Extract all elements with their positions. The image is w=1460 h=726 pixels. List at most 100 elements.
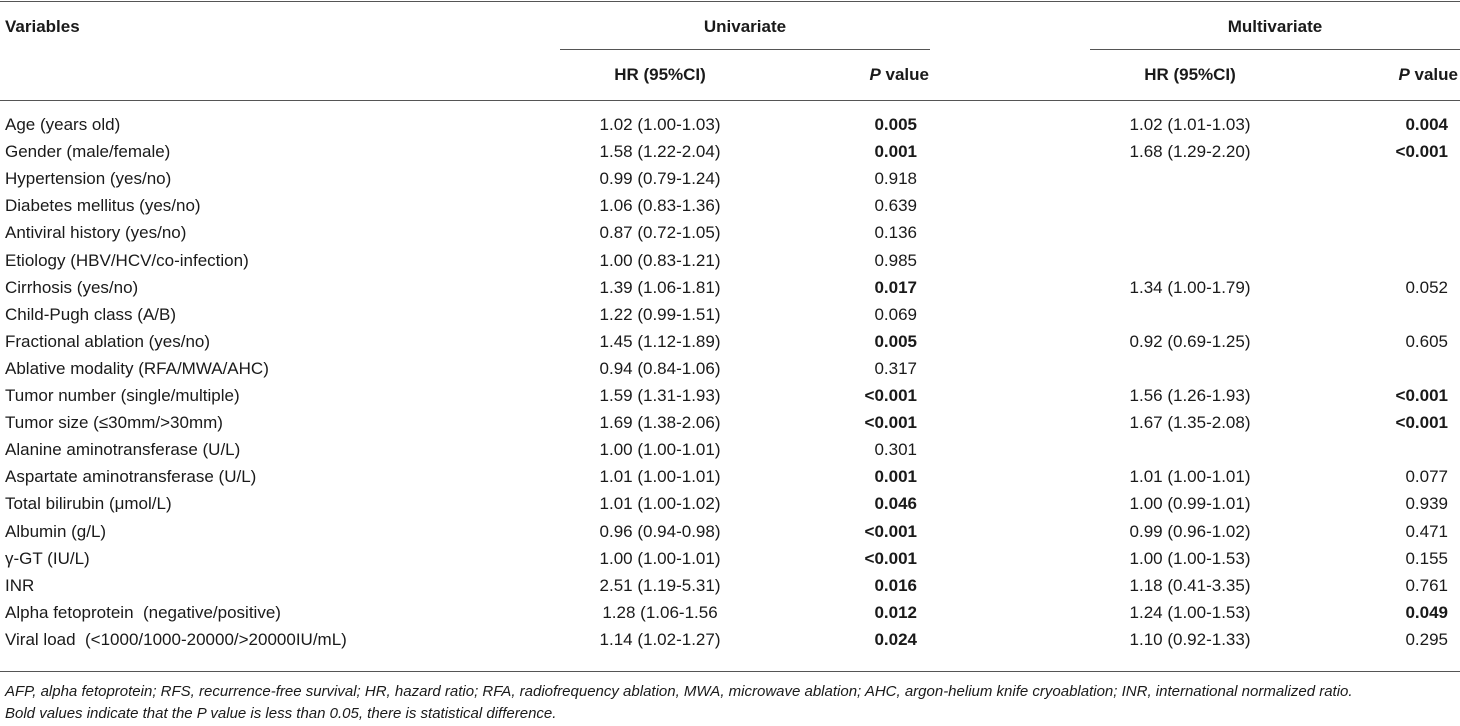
header-univariate-hr: HR (95%CI) [614,65,706,84]
univariate-p-cell: 0.001 [874,142,917,162]
univariate-hr-cell: 1.28 (1.06-1.56 [602,602,718,622]
multivariate-group-rule [1090,49,1460,50]
variable-cell: Diabetes mellitus (yes/no) [5,196,201,216]
univariate-p-cell: 0.301 [874,440,917,460]
multivariate-p-cell: 0.049 [1405,602,1448,622]
variable-cell: Albumin (g/L) [5,521,107,541]
variable-cell: Fractional ablation (yes/no) [5,331,211,351]
table-row: Tumor number (single/multiple) 1.59 (1.31… [0,383,1460,410]
univariate-p-cell: 0.012 [874,602,917,622]
variable-cell: Etiology (HBV/HCV/co-infection) [5,250,249,270]
univariate-hr-cell: 0.94 (0.84-1.06) [599,358,721,378]
multivariate-p-cell: <0.001 [1395,413,1448,433]
univariate-p-cell: 0.017 [874,277,917,297]
table-row: Antiviral history (yes/no) 0.87 (0.72-1.0… [0,220,1460,247]
table-row: INR 2.51 (1.19-5.31) 0.016 1.18 (0.41-3.35)… [0,573,1460,600]
multivariate-hr-cell: 1.00 (0.99-1.01) [1129,494,1251,514]
univariate-hr-cell: 0.87 (0.72-1.05) [599,223,721,243]
variable-cell: Gender (male/female) [5,142,171,162]
table-row: Fractional ablation (yes/no) 1.45 (1.12-1… [0,329,1460,356]
univariate-p-cell: <0.001 [864,413,917,433]
multivariate-hr-cell: 1.18 (0.41-3.35) [1129,575,1251,595]
multivariate-p-cell: 0.471 [1405,521,1448,541]
multivariate-p-cell: 0.761 [1405,575,1448,595]
header-multivariate-p-value: P value [1398,64,1458,86]
univariate-hr-cell: 1.06 (0.83-1.36) [599,196,721,216]
variable-cell: Alpha fetoprotein (negative/positive) [5,602,281,622]
multivariate-hr-cell: 1.01 (1.00-1.01) [1129,467,1251,487]
variable-cell: Child-Pugh class (A/B) [5,304,177,324]
table-row: Total bilirubin (μmol/L) 1.01 (1.00-1.02)… [0,491,1460,518]
univariate-p-cell: <0.001 [864,548,917,568]
table-row: Albumin (g/L) 0.96 (0.94-0.98) <0.001 0.99 … [0,519,1460,546]
univariate-hr-cell: 0.96 (0.94-0.98) [599,521,721,541]
multivariate-p-cell: 0.605 [1405,331,1448,351]
table-row: Alpha fetoprotein (negative/positive) 1.2… [0,600,1460,627]
multivariate-p-cell: <0.001 [1395,142,1448,162]
univariate-hr-cell: 2.51 (1.19-5.31) [599,575,721,595]
variable-cell: Tumor size (≤30mm/>30mm) [5,413,223,433]
univariate-hr-cell: 1.00 (1.00-1.01) [599,440,721,460]
univariate-p-cell: 0.136 [874,223,917,243]
variable-cell: Hypertension (yes/no) [5,169,172,189]
table-row: Cirrhosis (yes/no) 1.39 (1.06-1.81) 0.017 1… [0,275,1460,302]
multivariate-hr-cell: 1.00 (1.00-1.53) [1129,548,1251,568]
univariate-hr-cell: 1.58 (1.22-2.04) [599,142,721,162]
univariate-hr-cell: 1.01 (1.00-1.02) [599,494,721,514]
univariate-hr-cell: 0.99 (0.79-1.24) [599,169,721,189]
header-variables: Variables [5,17,80,36]
multivariate-hr-cell: 1.10 (0.92-1.33) [1129,629,1251,649]
variable-cell: INR [5,575,35,595]
univariate-group-rule [560,49,930,50]
table-bottom-rule [0,671,1460,672]
univariate-p-cell: 0.985 [874,250,917,270]
variable-cell: Aspartate aminotransferase (U/L) [5,467,257,487]
header-p-letter: P [1398,65,1410,84]
variable-cell: Antiviral history (yes/no) [5,223,187,243]
table-row: γ-GT (IU/L) 1.00 (1.00-1.01) <0.001 1.00 (1… [0,546,1460,573]
multivariate-p-cell: 0.939 [1405,494,1448,514]
univariate-p-cell: 0.918 [874,169,917,189]
multivariate-p-cell: 0.004 [1405,115,1448,134]
multivariate-hr-cell: 0.92 (0.69-1.25) [1129,331,1251,351]
multivariate-hr-cell: 1.24 (1.00-1.53) [1129,602,1251,622]
multivariate-hr-cell: 1.67 (1.35-2.08) [1129,413,1251,433]
table-row: Tumor size (≤30mm/>30mm) 1.69 (1.38-2.06)… [0,410,1460,437]
table-row: Ablative modality (RFA/MWA/AHC) 0.94 (0.8… [0,356,1460,383]
header-multivariate-hr: HR (95%CI) [1144,65,1236,84]
univariate-hr-cell: 1.00 (1.00-1.01) [599,548,721,568]
multivariate-hr-cell: 1.34 (1.00-1.79) [1129,277,1251,297]
table-row: Aspartate aminotransferase (U/L) 1.01 (1.… [0,464,1460,491]
univariate-p-cell: 0.024 [874,629,917,649]
table-row: Diabetes mellitus (yes/no) 1.06 (0.83-1.3… [0,193,1460,220]
univariate-hr-cell: 1.45 (1.12-1.89) [599,331,721,351]
multivariate-hr-cell: 1.02 (1.01-1.03) [1129,115,1251,134]
table-top-rule [0,1,1460,2]
univariate-p-cell: 0.317 [874,358,917,378]
variable-cell: Alanine aminotransferase (U/L) [5,440,241,460]
univariate-hr-cell: 1.01 (1.00-1.01) [599,467,721,487]
table-row: Age (years old) 1.02 (1.00-1.03) 0.005 1.02… [0,112,1460,139]
multivariate-p-cell: 0.077 [1405,467,1448,487]
variable-cell: Tumor number (single/multiple) [5,386,240,405]
table-row: Child-Pugh class (A/B) 1.22 (0.99-1.51) 0.… [0,302,1460,329]
univariate-p-cell: 0.001 [874,467,917,487]
univariate-p-cell: <0.001 [864,386,917,405]
variable-cell: Total bilirubin (μmol/L) [5,494,172,514]
univariate-p-cell: 0.005 [874,331,917,351]
univariate-hr-cell: 1.39 (1.06-1.81) [599,277,721,297]
table-row: Viral load (<1000/1000-20000/>20000IU/mL… [0,627,1460,654]
univariate-p-cell: 0.016 [874,575,917,595]
variable-cell: Ablative modality (RFA/MWA/AHC) [5,358,269,378]
univariate-hr-cell: 1.59 (1.31-1.93) [599,386,721,405]
univariate-hr-cell: 1.00 (0.83-1.21) [599,250,721,270]
univariate-p-cell: 0.005 [874,115,917,134]
univariate-hr-cell: 1.02 (1.00-1.03) [599,115,721,134]
footnote-bold-values: Bold values indicate that the P value is… [5,705,557,722]
variable-cell: γ-GT (IU/L) [5,548,90,568]
variable-cell: Age (years old) [5,115,121,134]
variable-cell: Viral load (<1000/1000-20000/>20000IU/mL… [5,629,347,649]
univariate-p-cell: 0.639 [874,196,917,216]
header-p-word: value [880,65,929,84]
multivariate-p-cell: <0.001 [1395,386,1448,405]
